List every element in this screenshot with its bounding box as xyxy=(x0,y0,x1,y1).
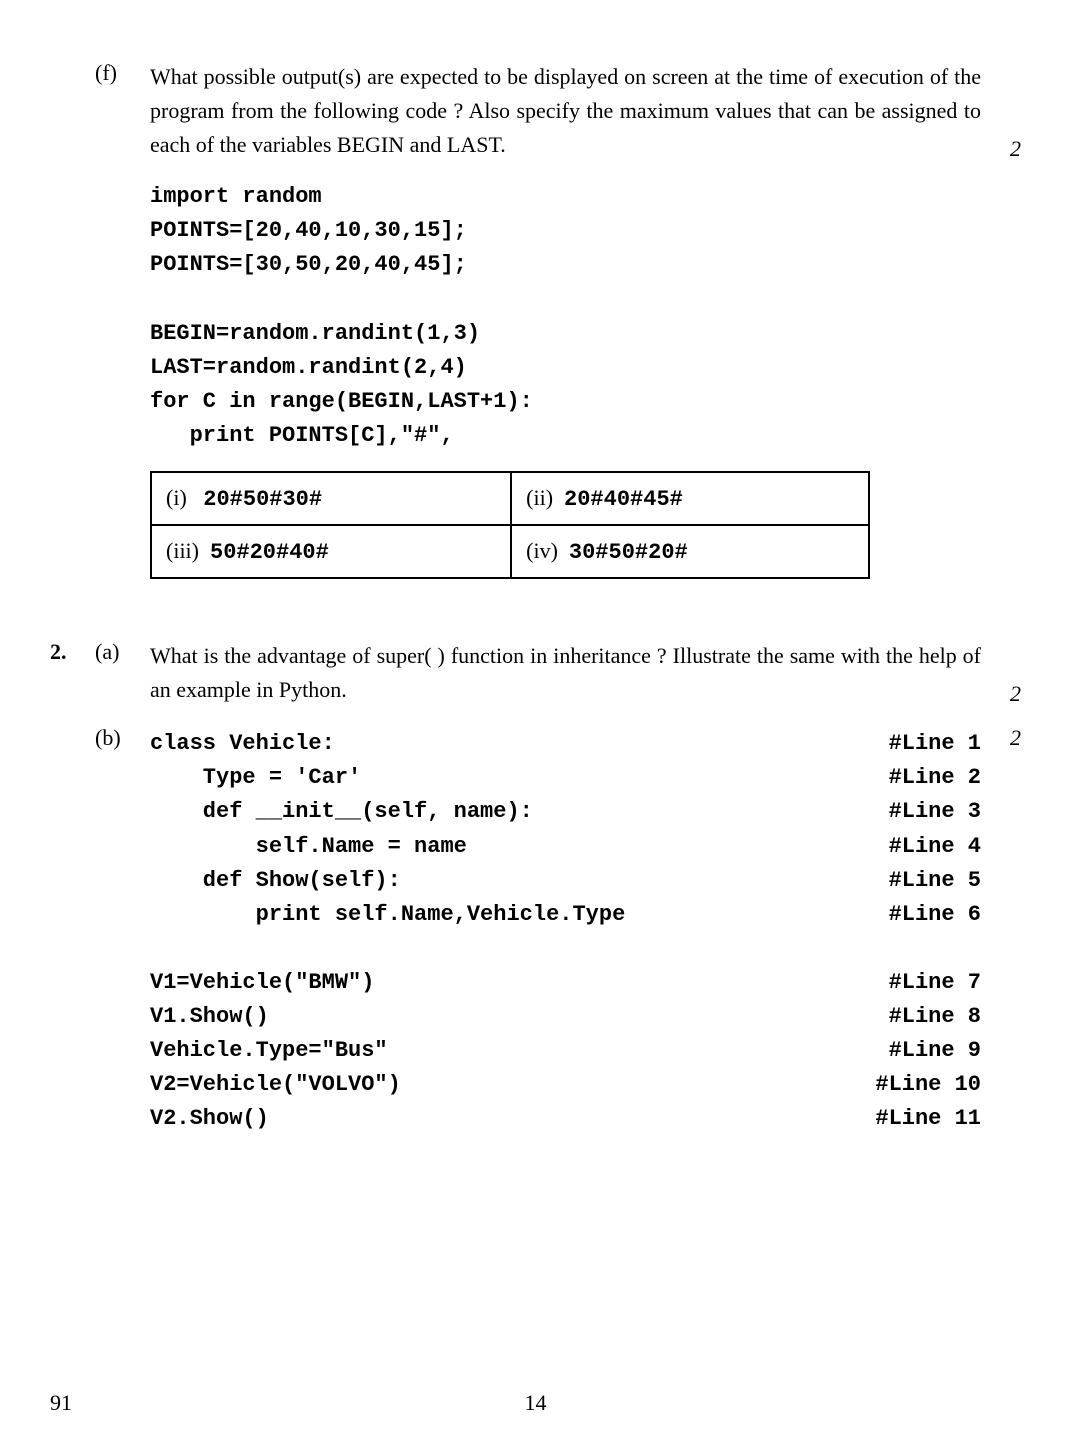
q2b-sub-label: (b) xyxy=(95,725,150,751)
code-comment: #Line 9 xyxy=(889,1034,981,1068)
code-line: def Show(self):#Line 5 xyxy=(150,864,981,898)
question-2b-row: (b) class Vehicle:#Line 1 Type = 'Car'#L… xyxy=(50,725,1021,1136)
code-text: V1=Vehicle("BMW") xyxy=(150,966,889,1000)
q1f-marks: 2 xyxy=(981,136,1021,162)
code-line: V2=Vehicle("VOLVO")#Line 10 xyxy=(150,1068,981,1102)
question-2a-row: 2. (a) What is the advantage of super( )… xyxy=(50,639,1021,707)
code-line: V2.Show()#Line 11 xyxy=(150,1102,981,1136)
footer-page-number: 14 xyxy=(525,1390,547,1416)
option-value: 50#20#40# xyxy=(210,540,329,565)
code-comment: #Line 7 xyxy=(889,966,981,1000)
code-comment: #Line 1 xyxy=(889,727,981,761)
code-text: V2=Vehicle("VOLVO") xyxy=(150,1068,875,1102)
code-text: def Show(self): xyxy=(150,864,889,898)
q1f-code-block: import random POINTS=[20,40,10,30,15]; P… xyxy=(150,180,1021,453)
code-comment: #Line 6 xyxy=(889,898,981,932)
code-text: class Vehicle: xyxy=(150,727,889,761)
code-comment: #Line 4 xyxy=(889,830,981,864)
q2b-code-section: class Vehicle:#Line 1 Type = 'Car'#Line … xyxy=(150,727,981,1136)
exam-page: (f) What possible output(s) are expected… xyxy=(0,0,1091,1444)
code-text: print self.Name,Vehicle.Type xyxy=(150,898,889,932)
option-cell-i: (i) 20#50#30# xyxy=(151,472,511,525)
code-text: Type = 'Car' xyxy=(150,761,889,795)
q2a-sub-label: (a) xyxy=(95,639,150,665)
code-comment: #Line 5 xyxy=(889,864,981,898)
q2-number: 2. xyxy=(50,639,95,665)
option-label: (iv) xyxy=(526,538,558,563)
code-line-blank xyxy=(150,932,981,966)
table-row: (iii) 50#20#40# (iv) 30#50#20# xyxy=(151,525,869,578)
option-cell-ii: (ii) 20#40#45# xyxy=(511,472,869,525)
code-line: Vehicle.Type="Bus"#Line 9 xyxy=(150,1034,981,1068)
table-row: (i) 20#50#30# (ii) 20#40#45# xyxy=(151,472,869,525)
q1f-text: What possible output(s) are expected to … xyxy=(150,60,981,162)
code-line: self.Name = name#Line 4 xyxy=(150,830,981,864)
page-footer: 91 14 xyxy=(50,1390,1021,1416)
code-line: V1.Show()#Line 8 xyxy=(150,1000,981,1034)
option-cell-iv: (iv) 30#50#20# xyxy=(511,525,869,578)
code-line: print self.Name,Vehicle.Type#Line 6 xyxy=(150,898,981,932)
option-value: 20#40#45# xyxy=(564,487,683,512)
code-line: def __init__(self, name):#Line 3 xyxy=(150,795,981,829)
option-label: (i) xyxy=(166,485,187,510)
code-line: class Vehicle:#Line 1 xyxy=(150,727,981,761)
code-text: V2.Show() xyxy=(150,1102,875,1136)
code-line: V1=Vehicle("BMW")#Line 7 xyxy=(150,966,981,1000)
q1f-options-table: (i) 20#50#30# (ii) 20#40#45# (iii) 50#20… xyxy=(150,471,870,579)
option-label: (iii) xyxy=(166,538,199,563)
code-comment: #Line 3 xyxy=(889,795,981,829)
footer-paper-code: 91 xyxy=(50,1390,72,1416)
question-1f-row: (f) What possible output(s) are expected… xyxy=(50,60,1021,162)
option-label: (ii) xyxy=(526,485,553,510)
q2a-text: What is the advantage of super( ) functi… xyxy=(150,639,981,707)
code-comment: #Line 2 xyxy=(889,761,981,795)
q1f-sub-label: (f) xyxy=(95,60,150,86)
code-text: def __init__(self, name): xyxy=(150,795,889,829)
code-comment: #Line 10 xyxy=(875,1068,981,1102)
code-text: V1.Show() xyxy=(150,1000,889,1034)
code-comment: #Line 8 xyxy=(889,1000,981,1034)
code-line: Type = 'Car'#Line 2 xyxy=(150,761,981,795)
option-value: 20#50#30# xyxy=(203,487,322,512)
q2a-marks: 2 xyxy=(981,681,1021,707)
option-value: 30#50#20# xyxy=(569,540,688,565)
code-comment: #Line 11 xyxy=(875,1102,981,1136)
q2b-marks: 2 xyxy=(981,725,1021,751)
option-cell-iii: (iii) 50#20#40# xyxy=(151,525,511,578)
code-text: self.Name = name xyxy=(150,830,889,864)
code-text: Vehicle.Type="Bus" xyxy=(150,1034,889,1068)
